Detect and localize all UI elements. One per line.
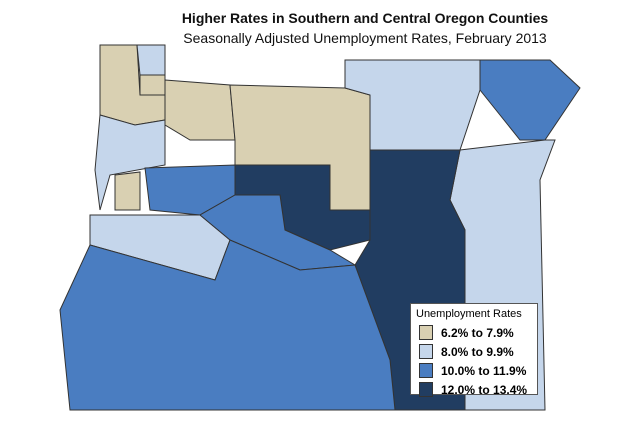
legend-label: 12.0% to 13.4% — [441, 382, 528, 397]
county-region-wallowa — [479, 59, 581, 141]
legend-swatch — [419, 344, 433, 359]
legend-title: Unemployment Rates — [416, 308, 522, 320]
legend-swatch — [419, 363, 433, 378]
county-region-north-central-west — [139, 74, 166, 96]
legend-swatch — [419, 325, 433, 340]
legend-label: 8.0% to 9.9% — [441, 344, 514, 359]
map-title: Higher Rates in Southern and Central Ore… — [181, 10, 549, 26]
legend-item: 8.0% to 9.9% — [411, 342, 537, 361]
legend: Unemployment Rates 6.2% to 7.9% 8.0% to … — [410, 303, 538, 397]
legend-label: 10.0% to 11.9% — [441, 363, 527, 378]
legend-item: 10.0% to 11.9% — [411, 361, 537, 380]
county-region-hood-wasco — [164, 79, 236, 141]
map-subtitle: Seasonally Adjusted Unemployment Rates, … — [183, 30, 547, 46]
legend-swatch — [419, 382, 433, 397]
legend-item: 12.0% to 13.4% — [411, 380, 537, 399]
legend-item: 6.2% to 7.9% — [411, 323, 537, 342]
county-region-willamette-west — [94, 114, 166, 211]
county-region-columbia — [136, 44, 166, 76]
county-region-linn-small — [114, 171, 141, 211]
legend-label: 6.2% to 7.9% — [441, 325, 514, 340]
county-region-south — [59, 239, 396, 411]
